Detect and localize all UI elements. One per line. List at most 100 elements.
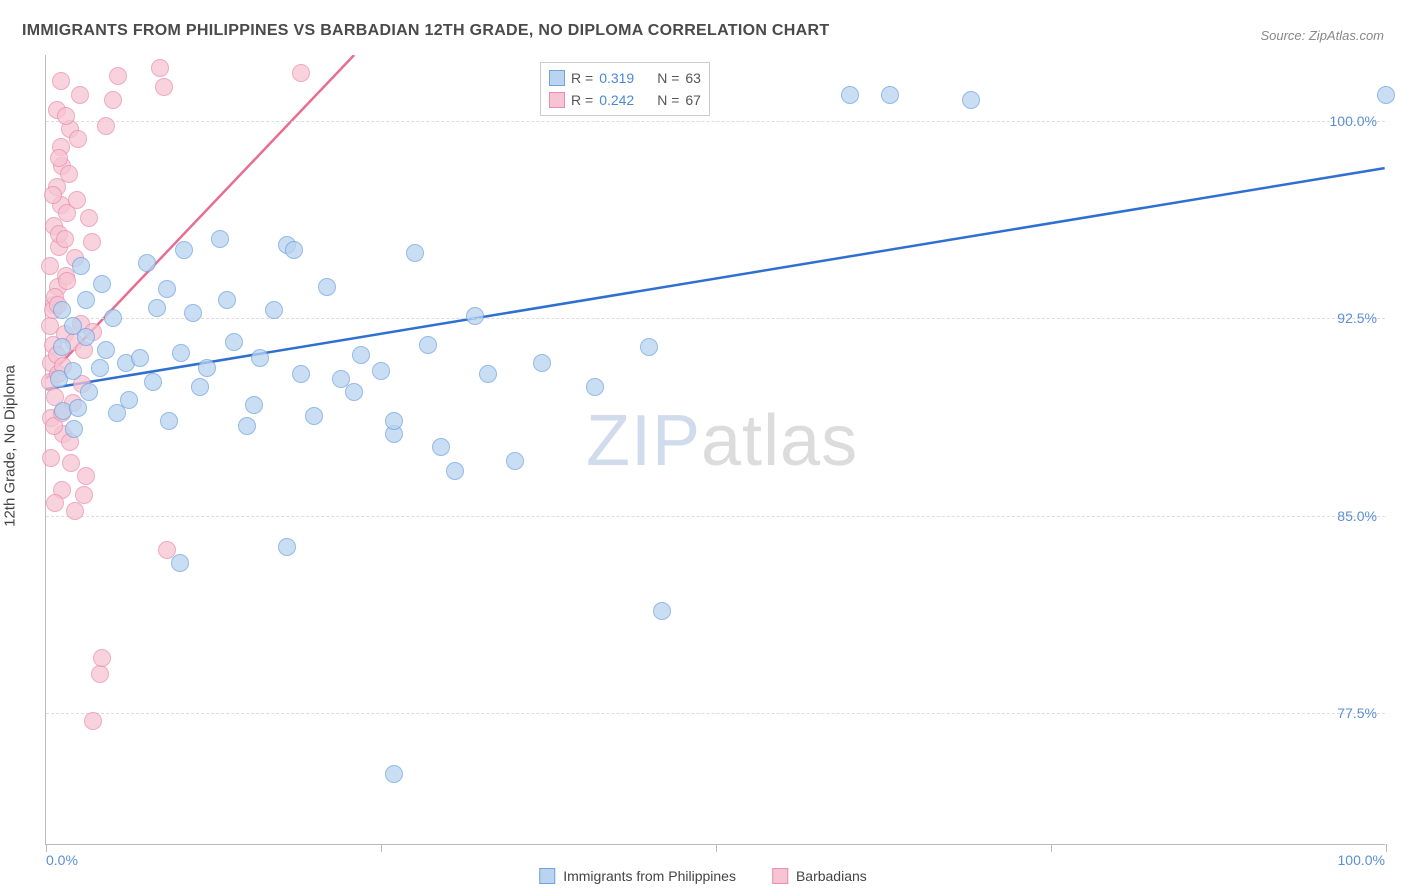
correlation-legend: R =0.319N =63 R = 0.242 N = 67 [540, 62, 710, 116]
scatter-point-philippines [131, 349, 149, 367]
scatter-point-philippines [148, 299, 166, 317]
scatter-point-philippines [104, 309, 122, 327]
scatter-point-philippines [432, 438, 450, 456]
legend-r-value: 0.242 [599, 92, 651, 108]
scatter-point-philippines [225, 333, 243, 351]
scatter-point-philippines [653, 602, 671, 620]
scatter-point-philippines [352, 346, 370, 364]
trendline-a [46, 168, 1384, 389]
scatter-point-barbadians [46, 494, 64, 512]
scatter-point-philippines [72, 257, 90, 275]
scatter-point-barbadians [71, 86, 89, 104]
scatter-point-philippines [53, 338, 71, 356]
scatter-point-philippines [479, 365, 497, 383]
scatter-point-barbadians [57, 107, 75, 125]
scatter-point-philippines [138, 254, 156, 272]
watermark-zip: ZIP [586, 401, 701, 481]
scatter-point-barbadians [109, 67, 127, 85]
scatter-point-barbadians [83, 233, 101, 251]
scatter-point-philippines [345, 383, 363, 401]
scatter-point-barbadians [84, 712, 102, 730]
x-tickmark [46, 844, 47, 852]
scatter-point-philippines [962, 91, 980, 109]
y-tick-label: 92.5% [1337, 310, 1377, 326]
scatter-point-barbadians [93, 649, 111, 667]
legend-swatch [549, 92, 565, 108]
scatter-point-philippines [466, 307, 484, 325]
scatter-point-barbadians [155, 78, 173, 96]
scatter-point-barbadians [50, 149, 68, 167]
series-legend-item: Barbadians [772, 868, 867, 884]
y-axis-label: 12th Grade, No Diploma [2, 365, 19, 527]
scatter-point-barbadians [41, 257, 59, 275]
gridline-h [46, 516, 1385, 517]
scatter-point-philippines [372, 362, 390, 380]
scatter-point-philippines [238, 417, 256, 435]
scatter-point-philippines [419, 336, 437, 354]
x-tickmark [1386, 844, 1387, 852]
scatter-point-philippines [318, 278, 336, 296]
scatter-point-philippines [385, 765, 403, 783]
gridline-h [46, 318, 1385, 319]
scatter-point-philippines [533, 354, 551, 372]
scatter-point-barbadians [80, 209, 98, 227]
scatter-point-barbadians [66, 502, 84, 520]
legend-r-label: R = [571, 92, 593, 108]
scatter-point-philippines [446, 462, 464, 480]
scatter-point-barbadians [77, 467, 95, 485]
scatter-point-philippines [881, 86, 899, 104]
y-tick-label: 77.5% [1337, 705, 1377, 721]
scatter-point-barbadians [42, 449, 60, 467]
x-tick-label-min: 0.0% [46, 852, 78, 868]
scatter-point-philippines [175, 241, 193, 259]
legend-row: R = 0.242 N = 67 [549, 89, 701, 111]
series-legend-label: Immigrants from Philippines [563, 868, 736, 884]
scatter-point-philippines [77, 328, 95, 346]
scatter-point-philippines [65, 420, 83, 438]
scatter-point-philippines [285, 241, 303, 259]
scatter-point-philippines [80, 383, 98, 401]
y-tick-label: 85.0% [1337, 508, 1377, 524]
legend-n-label: N = [657, 70, 679, 86]
scatter-point-philippines [91, 359, 109, 377]
scatter-point-philippines [172, 344, 190, 362]
legend-row: R =0.319N =63 [549, 67, 701, 89]
x-tickmark [1051, 844, 1052, 852]
series-legend-label: Barbadians [796, 868, 867, 884]
scatter-point-barbadians [68, 191, 86, 209]
scatter-point-barbadians [60, 165, 78, 183]
scatter-point-barbadians [52, 72, 70, 90]
scatter-point-philippines [640, 338, 658, 356]
scatter-point-barbadians [75, 486, 93, 504]
scatter-point-philippines [198, 359, 216, 377]
watermark-atlas: atlas [701, 401, 858, 481]
y-tick-label: 100.0% [1330, 113, 1377, 129]
scatter-point-philippines [53, 301, 71, 319]
chart-title: IMMIGRANTS FROM PHILIPPINES VS BARBADIAN… [22, 22, 829, 40]
legend-swatch [549, 70, 565, 86]
scatter-point-philippines [406, 244, 424, 262]
series-legend: Immigrants from Philippines Barbadians [539, 868, 867, 884]
scatter-point-philippines [292, 365, 310, 383]
scatter-point-barbadians [91, 665, 109, 683]
scatter-point-barbadians [97, 117, 115, 135]
legend-n-label: N = [657, 92, 679, 108]
legend-swatch [772, 868, 788, 884]
scatter-point-barbadians [69, 130, 87, 148]
watermark: ZIPatlas [586, 400, 858, 482]
scatter-point-barbadians [56, 230, 74, 248]
scatter-point-barbadians [44, 186, 62, 204]
scatter-point-philippines [93, 275, 111, 293]
x-tickmark [716, 844, 717, 852]
scatter-point-philippines [160, 412, 178, 430]
scatter-point-philippines [218, 291, 236, 309]
trendlines-layer [46, 55, 1385, 844]
scatter-point-philippines [586, 378, 604, 396]
scatter-point-philippines [184, 304, 202, 322]
legend-n-value: 67 [685, 92, 701, 108]
gridline-h [46, 713, 1385, 714]
scatter-point-barbadians [58, 272, 76, 290]
scatter-point-philippines [211, 230, 229, 248]
scatter-point-barbadians [151, 59, 169, 77]
scatter-point-philippines [64, 362, 82, 380]
